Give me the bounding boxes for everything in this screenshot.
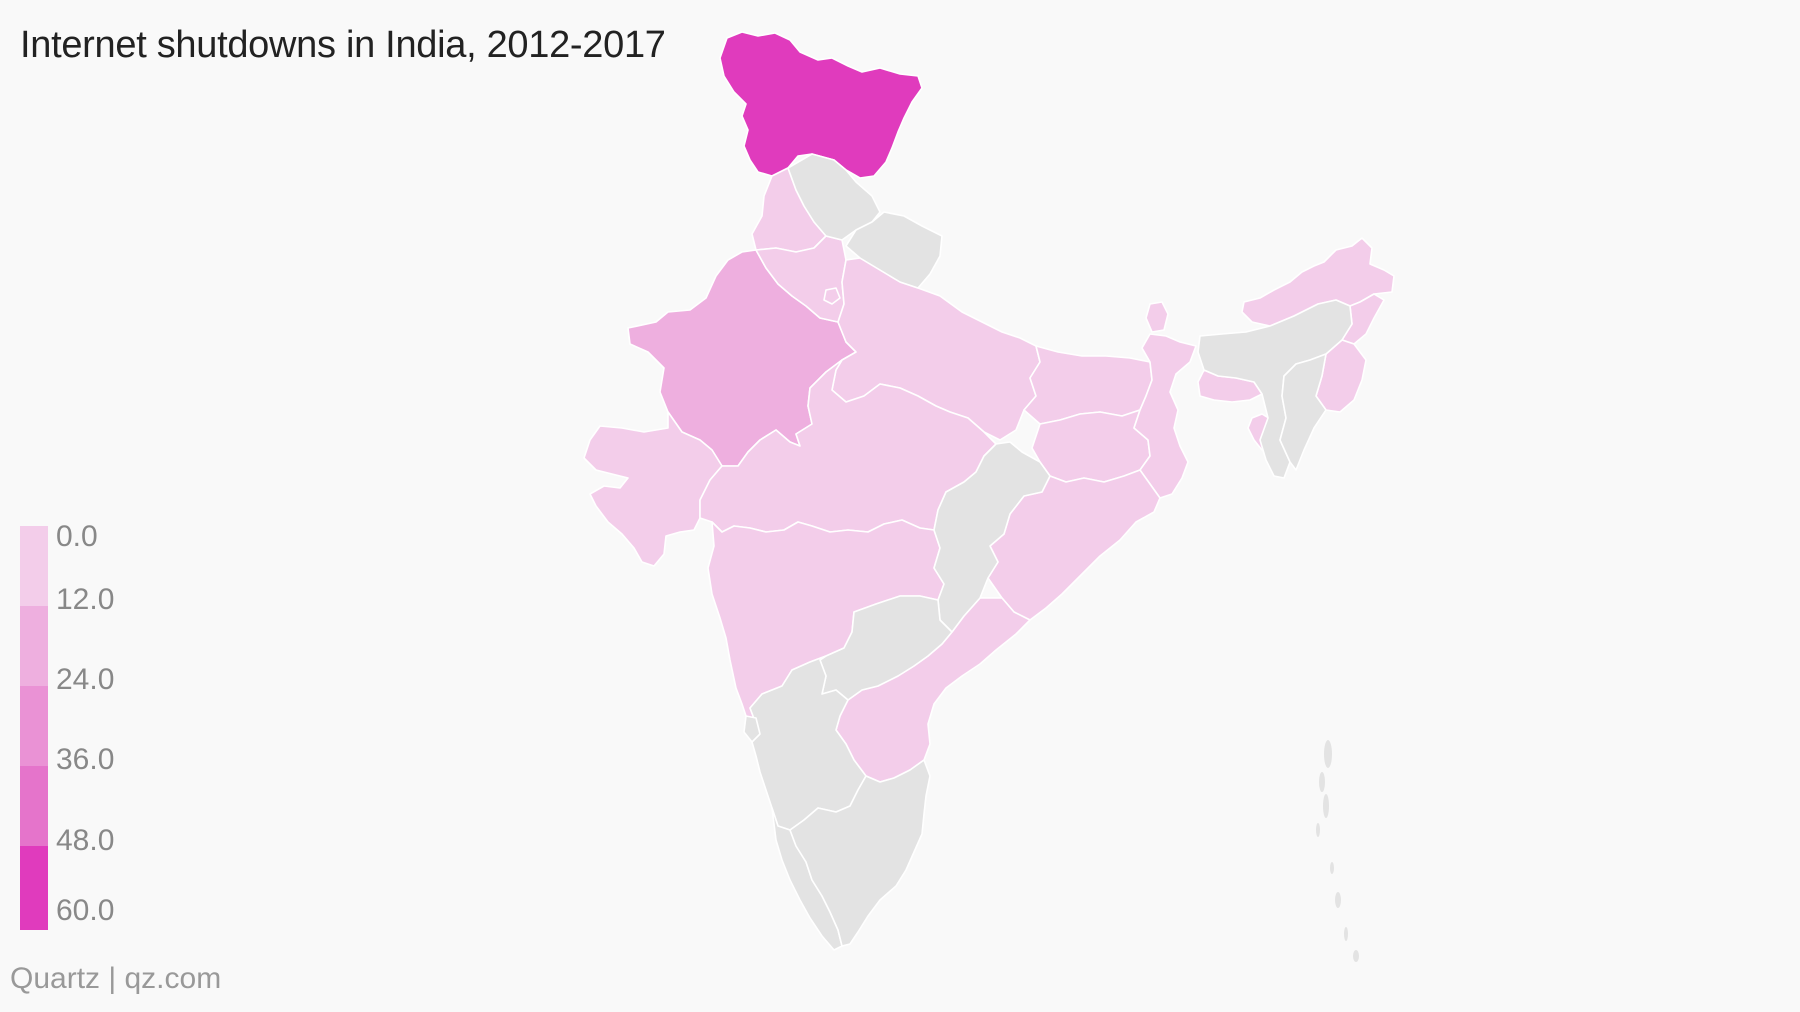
chart-title: Internet shutdowns in India, 2012-2017 (20, 24, 666, 66)
legend-tick-label: 60.0 (56, 894, 115, 927)
region-tamil-nadu (789, 759, 931, 947)
legend-tick-label: 12.0 (56, 583, 115, 616)
region-west-bengal (1133, 333, 1197, 499)
region-mizoram (1279, 353, 1327, 471)
legend-tick-label: 24.0 (56, 663, 115, 696)
legend-swatch (20, 686, 48, 766)
legend-swatch (20, 766, 48, 846)
legend-tick-label: 48.0 (56, 824, 115, 857)
legend-swatch (20, 846, 48, 930)
region-chhattisgarh (933, 441, 1051, 633)
legend-tick-label: 36.0 (56, 743, 115, 776)
region-jammu-and-kashmir (719, 31, 923, 179)
source-credit: Quartz | qz.com (10, 962, 222, 995)
legend-swatch (20, 606, 48, 686)
legend-swatch (20, 526, 48, 606)
region-andaman-and-nicobar-islands (1316, 740, 1359, 962)
region-uttarakhand (845, 211, 943, 289)
legend-tick-label: 0.0 (56, 520, 98, 553)
region-gujarat (583, 411, 723, 567)
region-delhi (823, 287, 841, 305)
region-goa (743, 715, 761, 743)
region-sikkim (1145, 301, 1169, 333)
